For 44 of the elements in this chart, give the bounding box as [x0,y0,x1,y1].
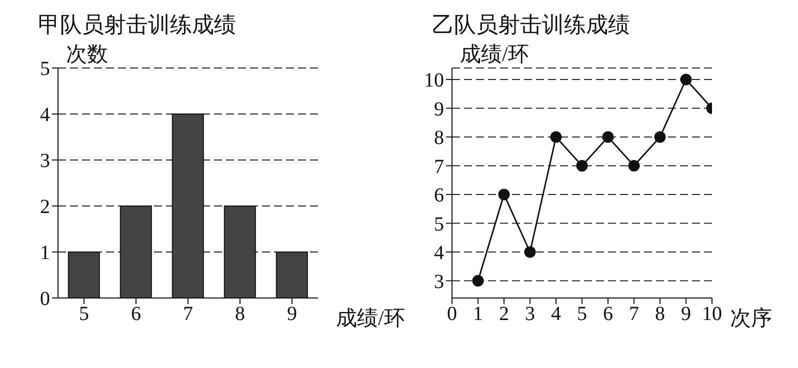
point [550,131,562,143]
point [576,160,588,172]
x-tick-label: 5 [577,303,587,326]
x-tick-label: 2 [499,303,509,326]
x-tick-label: 6 [603,303,613,326]
point [602,131,614,143]
y-tick-label: 9 [434,98,444,120]
chart-title: 甲队员射击训练成绩 [38,11,236,39]
point [498,188,510,200]
y-tick-label: 7 [434,156,444,178]
x-tick-label: 3 [525,303,535,326]
x-tick-label: 8 [235,303,245,326]
x-tick-label: 9 [681,303,691,326]
x-tick-label: 4 [551,303,561,326]
point [524,246,536,258]
x-tick-label: 8 [655,303,665,326]
y-axis-title: 成绩/环 [460,41,529,68]
x-axis-title: 成绩/环 [336,305,405,332]
chart-title: 乙队员射击训练成绩 [432,11,630,39]
x-tick-label: 7 [183,303,193,326]
x-tick-label: 5 [79,303,89,326]
x-tick-label: 1 [473,303,483,326]
y-tick-label: 4 [40,104,50,126]
point [628,160,640,172]
y-tick-label: 5 [434,213,444,236]
x-tick-label: 10 [702,303,722,326]
y-tick-label: 3 [434,270,444,293]
y-tick-label: 5 [40,58,50,80]
x-tick-label: 7 [629,303,639,326]
y-tick-label: 4 [434,242,444,264]
y-tick-label: 3 [40,150,50,172]
y-axis-title: 次数 [66,41,108,68]
point [680,74,692,86]
y-tick-label: 0 [40,288,50,310]
y-tick-label: 2 [40,196,50,218]
point [654,131,666,143]
y-tick-label: 10 [424,70,444,92]
y-tick-label: 6 [434,184,444,207]
point [472,275,484,286]
x-tick-label: 6 [131,303,141,326]
y-tick-label: 1 [40,242,50,264]
x-tick-label: 9 [287,303,297,326]
y-tick-label: 8 [434,127,444,150]
x-axis-title: 次序 [730,305,772,332]
